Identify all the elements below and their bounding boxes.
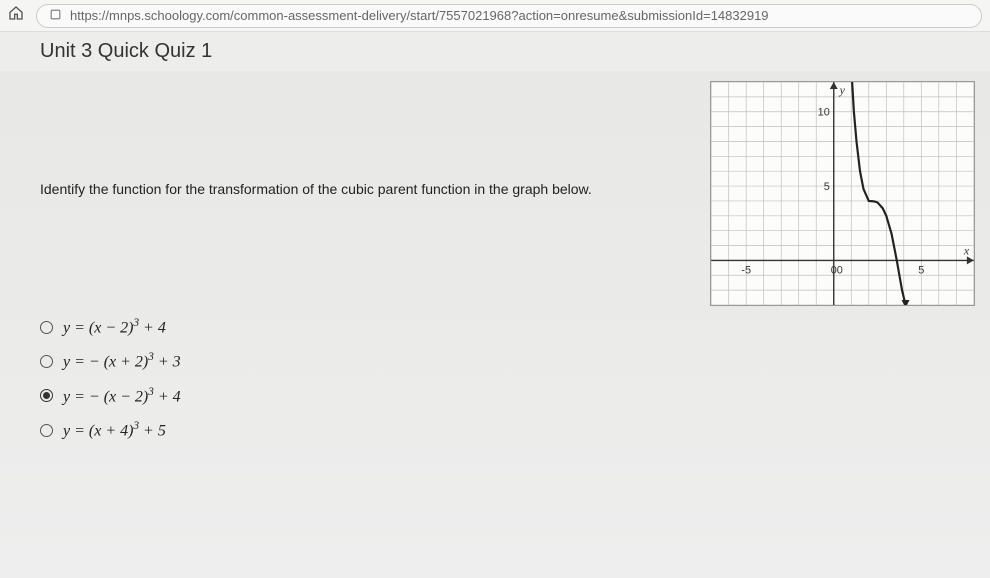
- svg-text:5: 5: [918, 264, 924, 276]
- svg-text:x: x: [963, 243, 970, 257]
- svg-text:y: y: [839, 83, 846, 97]
- svg-text:5: 5: [824, 181, 830, 193]
- radio-button[interactable]: [40, 355, 53, 368]
- option-expression: y = (x − 2)3 + 4: [63, 317, 166, 337]
- url-text: https://mnps.schoology.com/common-assess…: [70, 8, 769, 23]
- radio-button[interactable]: [40, 424, 53, 437]
- home-icon[interactable]: [8, 5, 24, 26]
- chart-svg: -5055100xy: [711, 82, 974, 305]
- url-bar[interactable]: https://mnps.schoology.com/common-assess…: [36, 4, 982, 28]
- radio-button[interactable]: [40, 389, 53, 402]
- option-expression: y = − (x − 2)3 + 4: [63, 386, 181, 406]
- answer-options: y = (x − 2)3 + 4 y = − (x + 2)3 + 3 y = − …: [40, 317, 950, 440]
- answer-option-d[interactable]: y = (x + 4)3 + 5: [40, 420, 950, 440]
- browser-bar: https://mnps.schoology.com/common-assess…: [0, 0, 990, 32]
- option-expression: y = − (x + 2)3 + 3: [63, 351, 181, 371]
- option-expression: y = (x + 4)3 + 5: [63, 420, 166, 440]
- site-info-icon[interactable]: [49, 8, 62, 24]
- answer-option-a[interactable]: y = (x − 2)3 + 4: [40, 317, 950, 337]
- svg-text:0: 0: [837, 264, 843, 276]
- answer-option-c[interactable]: y = − (x − 2)3 + 4: [40, 386, 950, 406]
- answer-option-b[interactable]: y = − (x + 2)3 + 3: [40, 351, 950, 371]
- content-area: Identify the function for the transforma…: [0, 71, 990, 578]
- radio-dot: [43, 392, 50, 399]
- radio-button[interactable]: [40, 321, 53, 334]
- page-title: Unit 3 Quick Quiz 1: [0, 32, 990, 71]
- svg-text:-5: -5: [741, 264, 751, 276]
- cubic-graph: -5055100xy: [710, 81, 975, 306]
- svg-text:10: 10: [818, 107, 830, 119]
